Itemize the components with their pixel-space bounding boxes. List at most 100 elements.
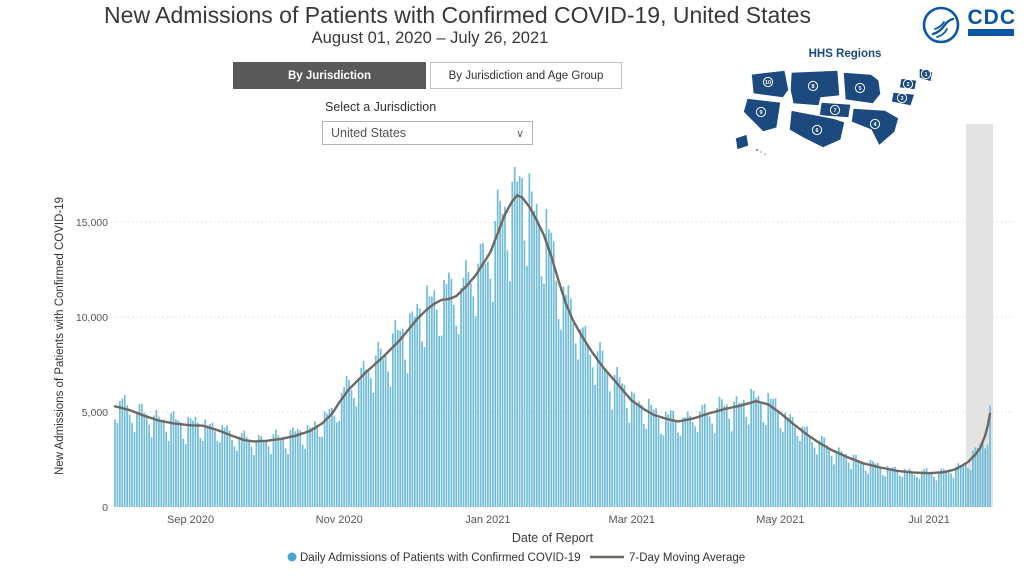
- daily-bar: [574, 343, 577, 507]
- daily-bar: [443, 279, 445, 507]
- daily-bar: [116, 422, 119, 507]
- daily-bar: [708, 416, 711, 507]
- daily-bar: [396, 329, 399, 507]
- daily-bar: [618, 377, 621, 507]
- hhs-region-3-badge: [896, 92, 908, 104]
- y-tick-label: 15,000: [76, 217, 108, 229]
- admissions-chart-plot-area[interactable]: New Admissions of Patients with Confirme…: [0, 108, 1024, 576]
- daily-bar: [640, 404, 643, 507]
- daily-bar: [377, 342, 380, 507]
- daily-bar: [920, 471, 923, 507]
- daily-bar: [465, 260, 467, 507]
- daily-bar: [845, 454, 848, 507]
- daily-bar: [367, 369, 370, 507]
- daily-bar: [742, 399, 745, 507]
- daily-bar: [608, 391, 611, 507]
- daily-bar: [167, 440, 170, 507]
- daily-bar: [633, 393, 635, 507]
- daily-bar: [114, 419, 116, 507]
- hhs-eagle-logo-icon: [922, 6, 959, 44]
- daily-bar: [591, 367, 594, 507]
- jurisdiction-dropdown[interactable]: United States ∨: [322, 121, 533, 145]
- daily-bar: [353, 397, 355, 507]
- daily-bar: [621, 383, 623, 507]
- daily-bar: [838, 447, 840, 507]
- daily-bar: [869, 459, 872, 507]
- daily-bar: [192, 420, 194, 507]
- daily-bar: [847, 462, 850, 507]
- daily-bar: [165, 431, 168, 507]
- daily-bar: [830, 455, 833, 507]
- daily-bar: [384, 354, 387, 507]
- x-tick-label: Sep 2020: [167, 514, 214, 526]
- daily-bar: [233, 446, 236, 507]
- hhs-region-7-badge: [829, 104, 841, 116]
- us-map-icon: 1 2 3 4 5 6 7 8 9 10: [734, 67, 934, 156]
- daily-bar: [335, 422, 338, 507]
- tab-by-jurisdiction[interactable]: By Jurisdiction: [233, 62, 426, 89]
- daily-bar: [428, 296, 431, 507]
- daily-bar: [504, 206, 506, 507]
- view-tabs: By Jurisdiction By Jurisdiction and Age …: [233, 62, 622, 89]
- daily-bar: [976, 447, 979, 507]
- daily-bar: [362, 361, 365, 507]
- daily-bar: [752, 390, 755, 507]
- daily-bar: [445, 284, 448, 507]
- daily-bar: [238, 436, 241, 507]
- daily-bar: [284, 448, 287, 507]
- hhs-region-number: 1: [924, 72, 927, 78]
- daily-bar: [813, 447, 816, 507]
- daily-bar: [260, 436, 263, 507]
- daily-bar: [255, 440, 258, 507]
- daily-bar: [764, 425, 767, 507]
- daily-bar: [567, 285, 570, 507]
- daily-bar: [340, 392, 343, 507]
- daily-bar: [535, 203, 538, 507]
- daily-bar: [660, 433, 662, 507]
- daily-bar: [545, 208, 548, 507]
- daily-bar: [937, 472, 940, 507]
- daily-bar: [311, 427, 314, 507]
- daily-bar: [723, 405, 726, 507]
- daily-bar: [691, 421, 694, 507]
- daily-bar: [250, 446, 253, 507]
- daily-bar: [521, 177, 523, 508]
- daily-bar: [779, 427, 782, 507]
- daily-bar: [345, 375, 348, 507]
- daily-bar: [253, 454, 255, 507]
- daily-bar: [509, 281, 511, 507]
- daily-bar: [667, 414, 670, 507]
- hhs-region-number: 2: [906, 82, 909, 88]
- hhs-regions-title: HHS Regions: [808, 48, 882, 60]
- daily-bar: [859, 461, 862, 507]
- daily-bar: [864, 470, 867, 507]
- daily-bar: [696, 431, 699, 507]
- daily-bar: [123, 395, 126, 507]
- daily-bar: [638, 401, 640, 507]
- hhs-region-number: 6: [815, 128, 818, 134]
- daily-bar: [867, 473, 869, 507]
- daily-bar: [933, 476, 935, 507]
- daily-bar: [906, 470, 908, 507]
- daily-bar: [894, 466, 896, 507]
- daily-bar: [516, 181, 519, 507]
- daily-bar: [452, 304, 455, 507]
- daily-bar: [435, 309, 438, 507]
- daily-bar: [652, 409, 655, 507]
- daily-bar: [423, 346, 426, 507]
- daily-bar: [262, 441, 265, 507]
- daily-bar: [489, 278, 492, 507]
- daily-bar: [216, 440, 219, 507]
- legend: Daily Admissions of Patients with Confir…: [287, 552, 745, 564]
- daily-bar: [530, 191, 533, 507]
- daily-bar: [333, 415, 336, 507]
- daily-bar: [526, 266, 528, 507]
- daily-bar: [625, 408, 628, 507]
- daily-bar: [533, 210, 536, 508]
- daily-bar: [372, 392, 375, 507]
- daily-bar: [462, 277, 465, 507]
- tab-by-jurisdiction-and-age-group[interactable]: By Jurisdiction and Age Group: [430, 62, 622, 89]
- daily-bar: [857, 460, 860, 507]
- daily-bar: [716, 407, 718, 507]
